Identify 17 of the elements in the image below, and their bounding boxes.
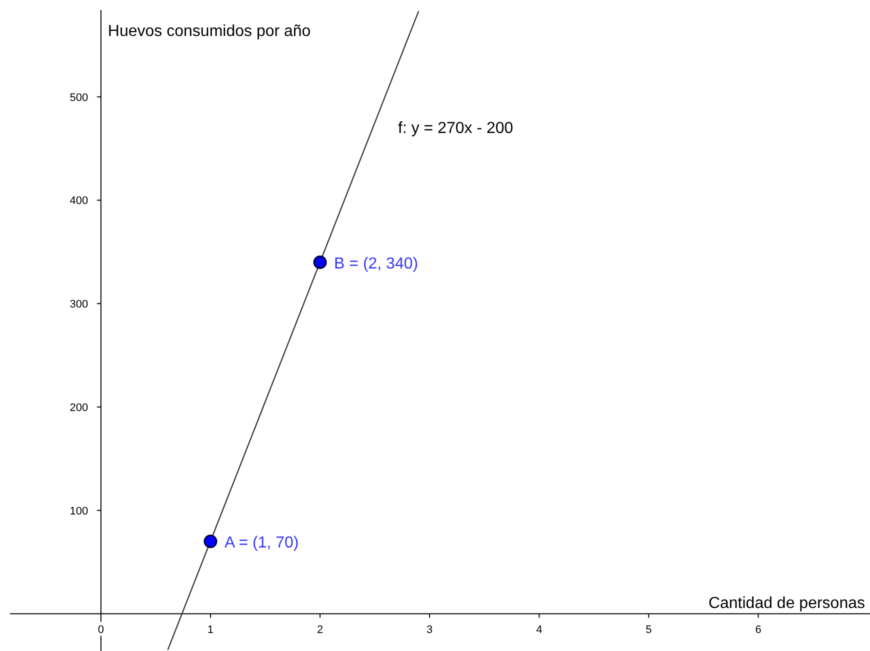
y-tick-label: 200 [70,402,88,414]
y-tick-label: 100 [70,505,88,518]
x-tick-label: 0 [98,624,104,636]
x-tick-label: 3 [426,624,433,636]
x-axis-title: Cantidad de personas [708,594,865,612]
x-tick-label: 5 [646,624,652,636]
annotation: A = (1, 70) [224,534,299,552]
x-tick-label: 2 [316,624,324,636]
y-tick-label: 300 [70,298,88,311]
y-axis-title: Huevos consumidos por año [108,23,311,40]
x-tick-label: 6 [755,624,762,636]
annotation: f: y = 270x - 200 [398,120,514,137]
y-tick-label: 500 [70,92,88,104]
x-tick-label: 4 [536,624,542,636]
y-tick-label: 400 [70,195,88,208]
annotation: B = (2, 340) [334,255,418,272]
x-tick-label: 1 [207,624,214,636]
